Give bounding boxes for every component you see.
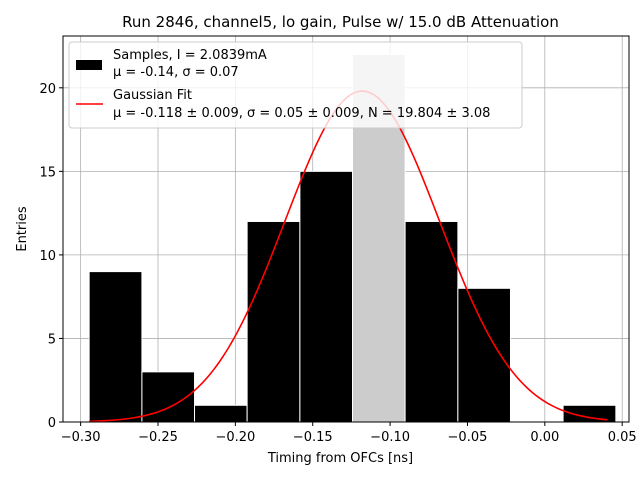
x-tick-label: −0.10 [370,430,410,445]
histogram-bar [299,170,353,423]
x-tick-label: 0.05 [608,430,637,445]
legend-box [68,41,523,129]
x-tick-label: 0.00 [530,430,559,445]
histogram-bar [194,404,248,423]
histogram-bar [88,271,143,423]
y-axis-ticks: 0 5 10 15 20 [39,82,63,431]
y-tick-label: 5 [48,332,56,347]
histogram-bar [457,287,511,423]
x-axis-ticks: −0.30 −0.25 −0.20 −0.15 −0.10 −0.05 0.00 0.05 [61,422,637,445]
histogram-bar [404,220,459,423]
x-tick-label: −0.20 [215,430,255,445]
legend-samples-label: Samples, I = 2.0839mA [113,48,267,63]
y-tick-label: 0 [48,416,56,431]
legend-fit-stats: μ = -0.118 ± 0.009, σ = 0.05 ± 0.009, N … [113,106,490,121]
y-axis-label: Entries [15,206,30,252]
x-tick-label: −0.15 [293,430,333,445]
plot-frame [62,35,630,423]
chart-title: Run 2846, channel5, lo gain, Pulse w/ 15… [122,13,559,31]
x-tick-label: −0.25 [138,430,178,445]
legend-fit-label: Gaussian Fit [113,88,192,103]
legend-samples-stats: μ = -0.14, σ = 0.07 [113,65,239,80]
x-tick-label: −0.30 [61,430,101,445]
x-tick-label: −0.05 [448,430,488,445]
legend-swatch-samples [76,60,102,70]
x-axis-label: Timing from OFCs [ns] [267,451,413,466]
y-tick-label: 15 [39,165,56,180]
y-tick-label: 10 [39,249,56,264]
legend: Samples, I = 2.0839mA μ = -0.14, σ = 0.0… [68,41,523,129]
y-tick-label: 20 [39,82,56,97]
